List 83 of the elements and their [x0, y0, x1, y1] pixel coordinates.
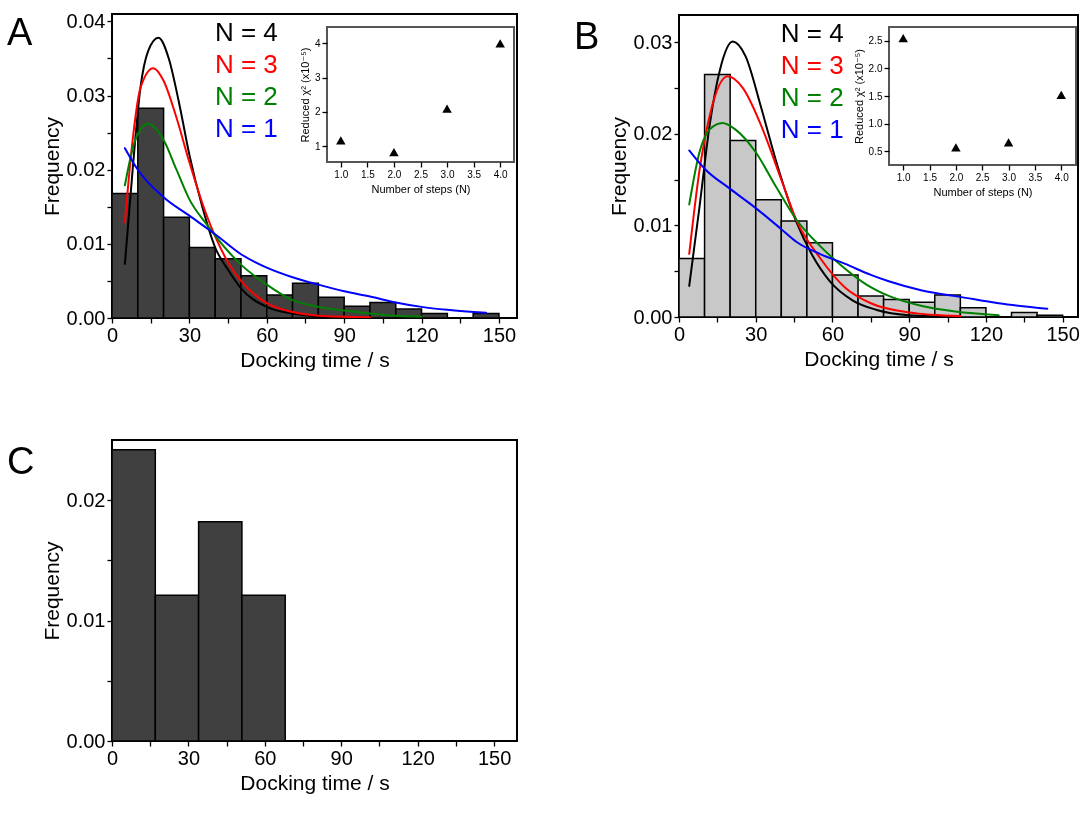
x-tick-label: 120: [401, 746, 435, 769]
y-tick-label: 0.01: [66, 609, 106, 632]
x-tick-label: 4.0: [493, 168, 509, 180]
x-tick-label: 150: [477, 746, 512, 769]
y-tick-label: 0.01: [66, 232, 106, 255]
x-tick-label: 3.0: [1002, 171, 1017, 183]
text: C: [7, 440, 35, 482]
y-tick-label: 0.03: [66, 84, 106, 107]
x-tick-label: 1.0: [896, 171, 912, 183]
y-tick-label: 1.5: [868, 90, 883, 102]
y-tick-label: 2.5: [868, 35, 883, 47]
x-tick-label: 3.5: [1028, 171, 1043, 183]
x-tick-label: 150: [1046, 322, 1080, 345]
y-tick-label: 0.00: [633, 305, 673, 328]
text: N = 2: [214, 81, 278, 112]
x-tick-label: 90: [333, 323, 356, 346]
x-tick-label: 30: [178, 323, 202, 346]
y-tick-label: 1.0: [868, 118, 883, 130]
x-tick-label: 60: [821, 322, 845, 345]
x-tick-label: 2.5: [414, 168, 429, 180]
y-tick-label: 0.5: [868, 145, 883, 157]
x-tick-label: 30: [745, 322, 768, 345]
series-label: N = 2: [780, 82, 844, 113]
y-tick-label: 0.02: [66, 488, 106, 511]
y-tick-label: 0.03: [633, 30, 673, 53]
x-tick-label: 60: [256, 323, 279, 346]
x-tick-label: 120: [405, 323, 439, 346]
x-tick-label: 1.5: [360, 168, 376, 180]
y-tick-label: 0.02: [66, 158, 106, 181]
point: [1056, 90, 1066, 99]
point: [495, 39, 505, 48]
x-tick-label: 2.0: [387, 168, 402, 180]
series-label: N = 4: [214, 17, 278, 48]
x-tick-label: 0: [106, 323, 119, 346]
x-tick-label: 0: [673, 322, 686, 345]
y-tick-label: 0.00: [66, 306, 106, 329]
x-axis-title: Number of steps (N): [371, 182, 471, 195]
x-axis-title: Docking time / s: [240, 347, 390, 371]
y-tick-label: 0.04: [66, 9, 106, 32]
text: A: [7, 11, 33, 54]
x-tick-label: 1.5: [923, 171, 938, 183]
point: [336, 136, 346, 145]
x-tick-label: 4.0: [1054, 171, 1070, 183]
text: N = 1: [780, 114, 844, 145]
text: B: [574, 15, 600, 57]
y-axis-title: Frequency: [606, 116, 630, 217]
series-label: N = 4: [780, 18, 844, 49]
x-axis-title: Docking time / s: [240, 770, 390, 794]
x-tick-label: 30: [177, 746, 201, 769]
point: [1003, 138, 1014, 147]
x-tick-label: 3.5: [467, 168, 482, 180]
x-axis-title: Number of steps (N): [933, 185, 1033, 198]
y-axis-title: Reduced χ² (x10⁻⁵): [852, 48, 865, 145]
y-axis-title: Frequency: [39, 540, 63, 641]
series-label: N = 3: [780, 50, 844, 81]
point: [389, 147, 399, 157]
y-axis-title: Reduced χ² (x10⁻⁵): [298, 47, 311, 143]
y-tick-label: 3: [314, 72, 321, 84]
point: [898, 33, 908, 43]
y-tick-label: 1: [314, 140, 321, 152]
x-tick-label: 2.5: [975, 171, 991, 183]
text: N = 1: [214, 113, 278, 144]
x-tick-label: 120: [969, 322, 1004, 345]
y-tick-label: 2.0: [868, 62, 883, 74]
y-tick-label: 2: [314, 106, 321, 118]
y-tick-label: 4: [314, 37, 321, 49]
x-tick-label: 3.0: [440, 168, 455, 180]
series-label: N = 3: [214, 49, 278, 80]
x-tick-label: 2.0: [949, 171, 964, 183]
line-series: [688, 149, 1049, 310]
x-tick-label: 90: [330, 746, 353, 769]
y-tick-label: 0.01: [633, 213, 673, 236]
y-tick-label: 0.02: [633, 122, 673, 145]
x-tick-label: 1.0: [334, 168, 349, 180]
x-tick-label: 0: [106, 746, 119, 769]
x-tick-label: 60: [254, 746, 277, 769]
x-tick-label: 150: [482, 323, 517, 346]
x-tick-label: 90: [898, 322, 921, 345]
point: [951, 143, 961, 152]
x-axis-title: Docking time / s: [804, 346, 954, 370]
y-axis-title: Frequency: [39, 116, 63, 217]
y-tick-label: 0.00: [66, 729, 106, 752]
point: [442, 104, 452, 113]
